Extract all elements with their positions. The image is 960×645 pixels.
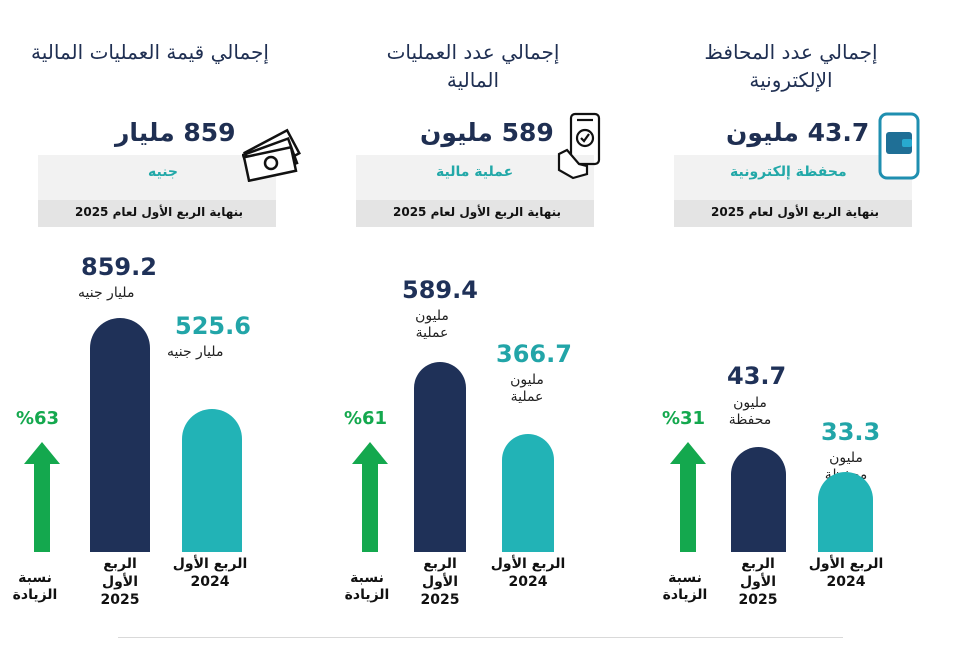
- x-label-2024: الربع الأول 2024: [490, 556, 566, 590]
- bar-value-2025: 859.2: [81, 253, 157, 281]
- bar-value-2024: 366.7: [496, 340, 572, 368]
- kpi-value: 589 مليون: [420, 118, 554, 147]
- bar-unit-2025: مليار جنيه: [78, 285, 135, 301]
- increase-percent: %63: [16, 408, 60, 429]
- panel-title: إجمالي عدد المحافظ الإلكترونية: [704, 40, 878, 92]
- bar-unit-2025: مليون محفظة: [728, 395, 772, 428]
- increase-label: نسبة الزيادة: [344, 570, 390, 603]
- kpi-period-strip: [674, 200, 912, 227]
- kpi-period: بنهاية الربع الأول لعام 2025: [711, 205, 880, 219]
- kpi-unit: عملية مالية: [436, 164, 514, 180]
- money-icon: [242, 128, 301, 182]
- bar-2024: [818, 472, 873, 552]
- x-label-2025: الربع الأول 2025: [100, 556, 140, 608]
- panel-title: إجمالي عدد العمليات المالية: [386, 40, 560, 92]
- bar-value-2024: 525.6: [175, 312, 251, 340]
- bar-value-2024: 33.3: [821, 418, 881, 446]
- kpi-period-strip: [38, 200, 276, 227]
- x-label-2024: الربع الأول 2024: [172, 556, 248, 590]
- bar-2025: [90, 318, 150, 552]
- up-arrow-icon: [24, 442, 60, 552]
- up-arrow-icon: [670, 442, 706, 552]
- x-label-2025: الربع الأول 2025: [738, 556, 778, 608]
- panel-transaction-value: إجمالي قيمة العمليات المالية 859 مليار ج…: [13, 0, 320, 645]
- panel-transaction-count: إجمالي عدد العمليات المالية 589 مليون عم…: [338, 0, 638, 645]
- kpi-unit: جنيه: [148, 164, 179, 180]
- kpi-value: 43.7 مليون: [726, 118, 870, 147]
- bottom-divider: [118, 637, 843, 638]
- up-arrow-icon: [352, 442, 388, 552]
- bar-value-2025: 43.7: [727, 362, 787, 390]
- bar-2025: [414, 361, 466, 552]
- panel-ewallet-count: إجمالي عدد المحافظ الإلكترونية 43.7 مليو…: [656, 0, 956, 645]
- bar-unit-2024: مليار جنيه: [167, 344, 224, 360]
- bar-unit-2025: مليون عملية: [415, 308, 449, 341]
- panel-title: إجمالي قيمة العمليات المالية: [31, 40, 269, 64]
- x-label-2024: الربع الأول 2024: [808, 556, 884, 590]
- increase-percent: %31: [662, 408, 706, 429]
- increase-label: نسبة الزيادة: [662, 570, 708, 603]
- bar-2024: [182, 409, 242, 552]
- kpi-value: 859 مليار: [115, 118, 236, 147]
- phone-check-icon: [557, 112, 601, 180]
- increase-label: نسبة الزيادة: [12, 570, 58, 603]
- bar-2024: [502, 433, 554, 552]
- kpi-period: بنهاية الربع الأول لعام 2025: [393, 205, 562, 219]
- bar-unit-2024: مليون عملية: [510, 372, 544, 405]
- x-label-2025: الربع الأول 2025: [420, 556, 460, 608]
- kpi-period: بنهاية الربع الأول لعام 2025: [75, 205, 244, 219]
- wallet-phone-icon: [878, 112, 920, 180]
- kpi-period-strip: [356, 200, 594, 227]
- bar-2025: [731, 447, 786, 552]
- increase-percent: %61: [344, 408, 388, 429]
- kpi-unit: محفظة إلكترونية: [730, 164, 847, 180]
- bar-value-2025: 589.4: [402, 276, 478, 304]
